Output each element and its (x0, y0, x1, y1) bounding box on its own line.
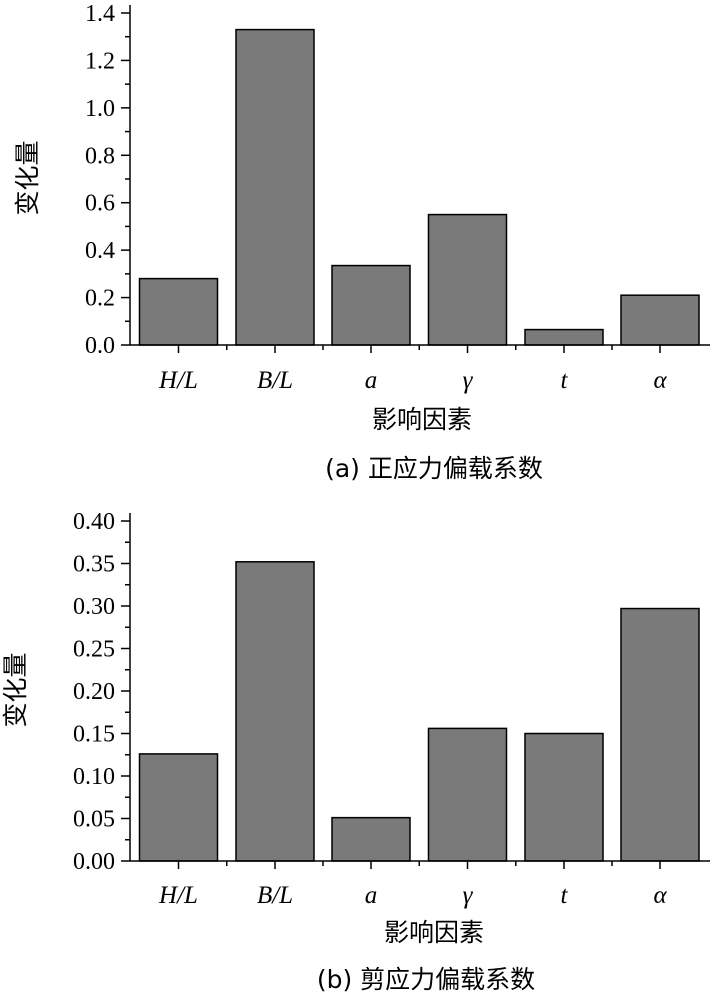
y-tick-label: 0.6 (85, 191, 115, 217)
x-category-label: t (561, 882, 569, 909)
bar-1 (138, 277, 219, 346)
x-category-label: γ (463, 367, 474, 394)
y-tick-label: 1.4 (85, 1, 115, 27)
bar-4 (427, 727, 508, 862)
y-tick-label: 0.25 (73, 637, 115, 663)
chart-a-y-axis-title: 变化量 (13, 140, 42, 215)
bar-6 (620, 607, 700, 862)
y-tick-label: 0.2 (85, 286, 115, 312)
bar-3 (331, 264, 411, 346)
bar-5 (524, 328, 604, 346)
y-tick-label: 1.2 (85, 48, 115, 74)
chart-a-category-labels: H/L B/L a γ t α (158, 367, 667, 394)
x-category-label: H/L (158, 882, 198, 909)
x-category-label: α (653, 367, 667, 394)
x-category-label: B/L (257, 367, 293, 394)
y-tick-label: 0.00 (73, 849, 115, 875)
bar-1 (138, 753, 219, 862)
x-category-label: B/L (257, 882, 293, 909)
chart-b-category-labels: H/L B/L a γ t α (158, 882, 667, 909)
y-tick-label: 0.20 (73, 679, 115, 705)
chart-a-x-axis-title: 影响因素 (372, 405, 472, 434)
bar-4 (427, 213, 508, 346)
bar-2 (235, 28, 315, 346)
chart-a: 0.0 0.2 0.4 0.6 0.8 1.0 1.2 1.4 H/L B/L a γ t α 影响因素… (13, 1, 710, 483)
y-tick-label: 0.15 (73, 722, 115, 748)
chart-b-x-axis-title: 影响因素 (384, 918, 484, 947)
x-category-label: t (561, 367, 569, 394)
chart-b: 0.00 0.05 0.10 0.15 0.20 0.25 0.30 0.35 0.40 H/L… (1, 509, 710, 994)
y-tick-label: 0.4 (85, 238, 115, 264)
chart-a-bars (138, 28, 700, 346)
x-category-label: a (365, 367, 378, 394)
y-tick-label: 1.0 (85, 96, 115, 122)
chart-b-axes (129, 513, 710, 869)
y-tick-label: 0.40 (73, 509, 115, 535)
y-tick-label: 0.10 (73, 764, 115, 790)
x-category-label: α (653, 882, 667, 909)
x-category-label: γ (463, 882, 474, 909)
y-tick-label: 0.30 (73, 594, 115, 620)
bar-2 (235, 561, 315, 862)
chart-b-bars (138, 561, 700, 862)
y-tick-label: 0.8 (85, 143, 115, 169)
x-category-label: a (365, 882, 378, 909)
chart-a-y-ticks: 0.0 0.2 0.4 0.6 0.8 1.0 1.2 1.4 (85, 1, 130, 359)
chart-b-y-ticks: 0.00 0.05 0.10 0.15 0.20 0.25 0.30 0.35 0.40 (73, 509, 130, 875)
bar-3 (331, 816, 411, 862)
chart-b-y-axis-title: 变化量 (1, 652, 30, 727)
chart-b-caption: (b) 剪应力偏载系数 (317, 965, 535, 994)
x-category-label: H/L (158, 367, 198, 394)
chart-a-caption: (a) 正应力偏载系数 (325, 454, 543, 483)
chart-a-axes (129, 5, 710, 353)
y-tick-label: 0.05 (73, 807, 115, 833)
y-tick-label: 0.35 (73, 552, 115, 578)
y-tick-label: 0.0 (85, 333, 115, 359)
bar-5 (524, 732, 604, 862)
bar-6 (620, 294, 700, 346)
